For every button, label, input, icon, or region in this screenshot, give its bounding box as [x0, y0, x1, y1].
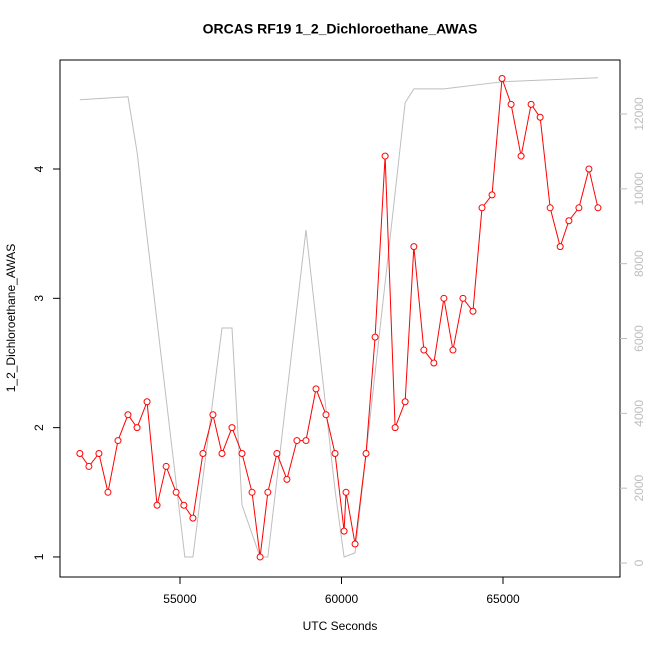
- data-point: [114, 437, 122, 445]
- data-point: [209, 411, 217, 419]
- data-point: [401, 398, 409, 406]
- data-point: [302, 437, 310, 445]
- y2-tick-label: 12000: [632, 97, 646, 131]
- data-point: [180, 501, 188, 509]
- x-axis-label: UTC Seconds: [303, 619, 378, 633]
- data-point: [362, 450, 370, 458]
- y2-tick-label: 8000: [632, 250, 646, 277]
- data-point: [536, 113, 544, 121]
- data-point: [440, 294, 448, 302]
- y-axis-label: 1_2_Dichloroethane_AWAS: [4, 244, 18, 393]
- data-point: [469, 307, 477, 315]
- data-point: [124, 411, 132, 419]
- series-line: [79, 77, 598, 558]
- data-point: [381, 152, 389, 160]
- data-point: [218, 450, 226, 458]
- data-point: [507, 100, 515, 108]
- data-point: [351, 540, 359, 548]
- plot-frame: [59, 59, 621, 578]
- y2-tick-label: 4000: [632, 400, 646, 427]
- y-tick-label: 2: [32, 424, 46, 431]
- data-point: [199, 450, 207, 458]
- data-point: [76, 450, 84, 458]
- data-point: [238, 450, 246, 458]
- data-point: [594, 204, 602, 212]
- data-point: [340, 527, 348, 535]
- data-point: [312, 385, 320, 393]
- data-point: [430, 359, 438, 367]
- x-tick-label: 65000: [486, 592, 520, 606]
- data-point: [449, 346, 457, 354]
- series-line: [79, 78, 599, 558]
- data-point: [565, 217, 573, 225]
- data-point: [95, 450, 103, 458]
- data-point: [459, 294, 467, 302]
- data-point: [85, 462, 93, 470]
- y-tick-label: 1: [32, 553, 46, 560]
- data-point: [331, 450, 339, 458]
- y2-tick-label: 6000: [632, 325, 646, 352]
- data-point: [517, 152, 525, 160]
- data-point: [391, 424, 399, 432]
- data-point: [248, 488, 256, 496]
- data-point: [162, 462, 170, 470]
- data-point: [143, 398, 151, 406]
- data-point: [342, 488, 350, 496]
- chart-title: ORCAS RF19 1_2_Dichloroethane_AWAS: [203, 21, 478, 37]
- data-point: [133, 424, 141, 432]
- data-point: [189, 514, 197, 522]
- data-point: [273, 450, 281, 458]
- y-tick-label: 4: [32, 165, 46, 172]
- data-point: [410, 243, 418, 251]
- data-point: [498, 74, 506, 82]
- data-point: [420, 346, 428, 354]
- data-point: [172, 488, 180, 496]
- data-point: [104, 488, 112, 496]
- data-point: [293, 437, 301, 445]
- data-point: [283, 475, 291, 483]
- x-tick-label: 60000: [325, 592, 359, 606]
- y2-tick-label: 2000: [632, 475, 646, 502]
- y-tick-label: 3: [32, 295, 46, 302]
- data-point: [371, 333, 379, 341]
- data-point: [546, 204, 554, 212]
- data-point: [153, 501, 161, 509]
- y2-tick-label: 10000: [632, 172, 646, 206]
- data-point: [556, 243, 564, 251]
- data-point: [527, 100, 535, 108]
- data-point: [488, 191, 496, 199]
- x-tick-label: 55000: [163, 592, 197, 606]
- data-point: [322, 411, 330, 419]
- data-point: [228, 424, 236, 432]
- data-point: [264, 488, 272, 496]
- data-point: [478, 204, 486, 212]
- data-point: [575, 204, 583, 212]
- data-point: [256, 553, 264, 561]
- data-point: [585, 165, 593, 173]
- y2-tick-label: 0: [632, 559, 646, 566]
